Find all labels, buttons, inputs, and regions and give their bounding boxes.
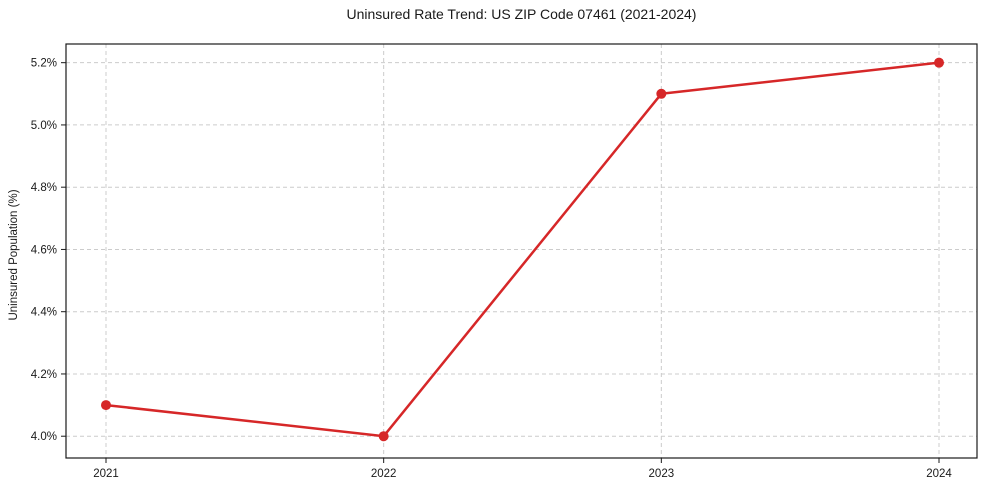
y-tick-label: 5.0% (31, 120, 57, 132)
x-tick-label: 2022 (371, 468, 397, 480)
y-tick-label: 5.2% (31, 58, 57, 70)
y-tick-label: 4.8% (31, 182, 57, 194)
data-point (934, 57, 944, 68)
trend-line (104, 61, 941, 438)
x-tick-label: 2021 (93, 468, 119, 480)
y-tick-label: 4.6% (31, 244, 57, 256)
data-point (101, 400, 111, 411)
x-tick-label: 2024 (926, 468, 952, 480)
y-tick-label: 4.2% (31, 369, 57, 381)
y-tick-label: 4.0% (31, 431, 57, 443)
y-tick-label: 4.4% (31, 307, 57, 319)
chart-title: Uninsured Rate Trend: US ZIP Code 07461 … (346, 6, 697, 22)
x-tick-label: 2023 (649, 468, 675, 480)
data-point (656, 88, 667, 99)
data-point (378, 431, 389, 442)
plot-border (65, 43, 978, 459)
